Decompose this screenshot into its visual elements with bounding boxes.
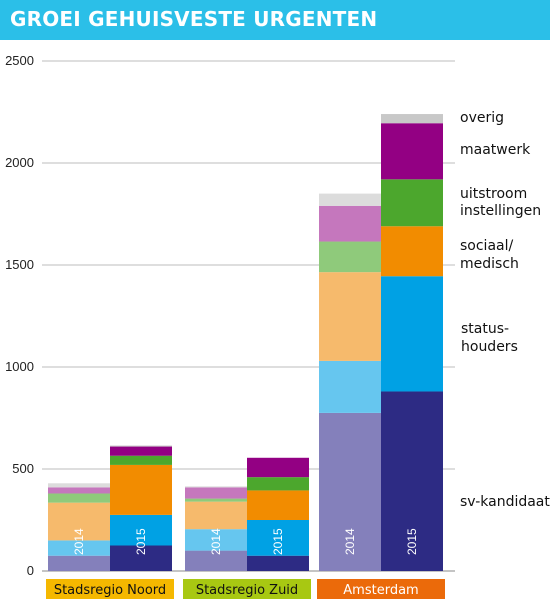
- group-label-box: [183, 579, 311, 599]
- bar-segment-statushouders: [185, 529, 247, 551]
- bar-year-label: 2015: [271, 528, 285, 555]
- bar-year-label: 2015: [134, 528, 148, 555]
- bar-segment-maatwerk: [319, 205, 381, 242]
- group-label: Stadsregio Noord: [54, 583, 166, 598]
- legend-label-statushouders: houders: [461, 339, 518, 355]
- legend-label-sociaal-medisch: medisch: [460, 256, 519, 272]
- bar-segment-sociaal-medisch: [48, 502, 110, 541]
- bar-segment-statushouders: [110, 514, 172, 546]
- bar-segment-sociaal-medisch: [185, 501, 247, 530]
- y-tick-label: 1500: [5, 257, 34, 272]
- bar-segment-overig: [110, 445, 172, 447]
- bar-segment-sv-kandidaat: [185, 550, 247, 571]
- bar-segment-uitstroom: [48, 493, 110, 503]
- bar-segment-uitstroom: [110, 455, 172, 465]
- bar-year-label: 2014: [343, 528, 357, 555]
- legend-label-overig: overig: [460, 110, 504, 126]
- bar-segment-sociaal-medisch: [319, 272, 381, 361]
- title-banner: GROEI GEHUISVESTE URGENTEN: [0, 0, 550, 40]
- bar-segment-sociaal-medisch: [110, 464, 172, 515]
- bar-segment-statushouders: [48, 540, 110, 556]
- bar-segment-maatwerk: [110, 446, 172, 456]
- y-axis-tick-labels: 0 500 1000 1500 2000 2500: [5, 53, 34, 578]
- legend-label-uitstroom: instellingen: [460, 203, 541, 219]
- bar-segment-maatwerk: [48, 487, 110, 494]
- bar-segment-maatwerk: [247, 457, 309, 478]
- bar-segment-sv-kandidaat: [319, 412, 381, 571]
- bar-year-label: 2014: [72, 528, 86, 555]
- group-label-box: [317, 579, 445, 599]
- y-tick-label: 500: [12, 461, 34, 476]
- group-label-box: [46, 579, 174, 599]
- group-labels: Stadsregio Noord Stadsregio Zuid Amsterdam: [46, 579, 445, 599]
- bar-segment-overig: [381, 114, 443, 124]
- legend-label-maatwerk: maatwerk: [460, 142, 531, 158]
- bar-segment-overig: [185, 486, 247, 488]
- y-tick-label: 2500: [5, 53, 34, 68]
- bar-segment-uitstroom: [319, 241, 381, 273]
- legend-label-sv-kandidaat: sv-kandidaat: [460, 494, 550, 510]
- bar-segment-uitstroom: [247, 477, 309, 491]
- bar-segment-maatwerk: [381, 123, 443, 180]
- bar-segment-sociaal-medisch: [247, 490, 309, 520]
- bars: 2014 2015 2014 2015 2014 2015: [48, 114, 443, 571]
- bar-segment-statushouders: [319, 360, 381, 413]
- bar-segment-sv-kandidaat: [247, 555, 309, 571]
- group-label: Amsterdam: [343, 583, 418, 598]
- bar-segment-maatwerk: [185, 487, 247, 499]
- legend-label-sociaal-medisch: sociaal/: [460, 238, 513, 254]
- bar-year-label: 2014: [209, 528, 223, 555]
- bar-segment-sv-kandidaat: [110, 545, 172, 571]
- bar-segment-sociaal-medisch: [381, 226, 443, 277]
- bar-segment-sv-kandidaat: [48, 555, 110, 571]
- bar-segment-statushouders: [247, 520, 309, 556]
- bar-year-label: 2015: [405, 528, 419, 555]
- legend-label-statushouders: status-: [461, 321, 509, 337]
- bar-segment-overig: [319, 193, 381, 206]
- group-label: Stadsregio Zuid: [196, 583, 298, 598]
- y-tick-label: 2000: [5, 155, 34, 170]
- chart-title: GROEI GEHUISVESTE URGENTEN: [10, 7, 378, 31]
- bar-segment-statushouders: [381, 276, 443, 392]
- y-tick-label: 0: [27, 563, 34, 578]
- legend-label-uitstroom: uitstroom: [460, 186, 527, 202]
- bar-segment-uitstroom: [381, 179, 443, 227]
- y-tick-label: 1000: [5, 359, 34, 374]
- bar-segment-sv-kandidaat: [381, 391, 443, 571]
- bar-segment-overig: [48, 483, 110, 488]
- bar-segment-uitstroom: [185, 498, 247, 502]
